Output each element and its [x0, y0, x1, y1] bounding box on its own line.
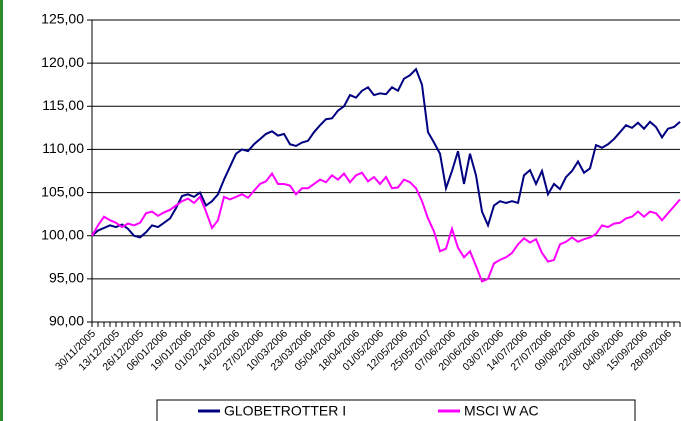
legend-label: GLOBETROTTER I [224, 403, 346, 419]
left-border [0, 0, 3, 421]
y-tick-label: 125,00 [41, 11, 84, 27]
y-tick-label: 115,00 [42, 97, 84, 113]
series-line [91, 67, 681, 239]
series-line [91, 171, 681, 283]
y-tick-label: 110,00 [42, 140, 84, 156]
y-tick-label: 105,00 [41, 183, 84, 199]
y-tick-label: 100,00 [41, 226, 84, 242]
y-tick-label: 90,00 [49, 313, 84, 329]
legend-box [156, 399, 636, 421]
y-tick-label: 95,00 [49, 270, 84, 286]
y-tick-label: 120,00 [41, 54, 84, 70]
legend-label: MSCI W AC [464, 403, 539, 419]
